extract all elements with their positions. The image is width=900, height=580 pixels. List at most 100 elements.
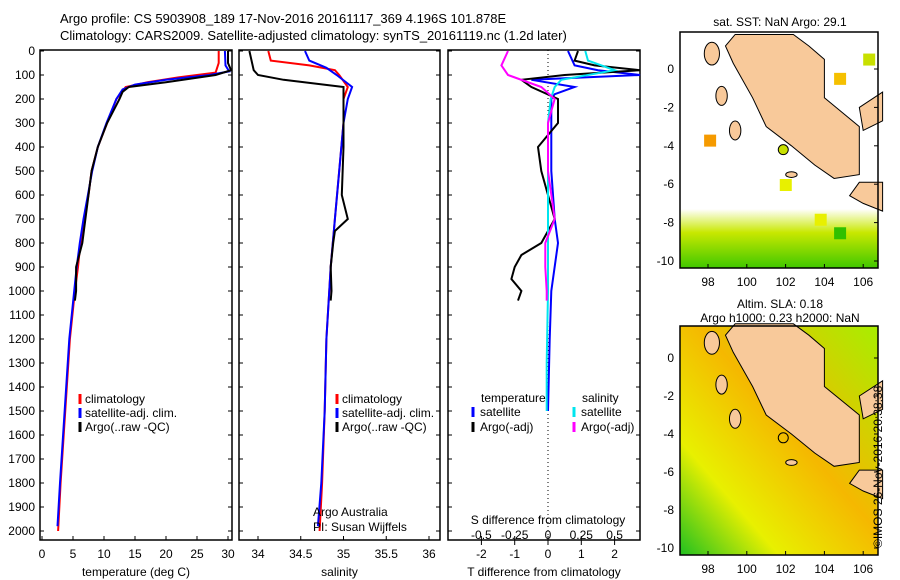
y-tick-label: 900: [15, 260, 35, 274]
annotation: Argo Australia: [313, 505, 388, 519]
x-tick-label: -1: [509, 547, 520, 561]
x-tick-label: 35: [337, 547, 351, 561]
map-y-tick-label: -4: [663, 139, 674, 153]
map-x-tick-label: 106: [853, 562, 873, 576]
map-x-tick-label: 98: [701, 562, 715, 576]
x-tick-label: 10: [97, 547, 111, 561]
map-title: Argo h1000: 0.23 h2000: NaN: [700, 311, 859, 325]
x2-tick-label: -0.25: [501, 528, 529, 542]
x-tick-label: 0: [545, 547, 552, 561]
argo-float-marker: [777, 432, 789, 444]
map-frame-sst: [679, 31, 879, 269]
map-y-tick-label: -2: [663, 389, 674, 403]
annotation: PI: Susan Wijffels: [313, 520, 407, 534]
map-y-tick-label: -4: [663, 427, 674, 441]
x-tick-label: 36: [422, 547, 436, 561]
y-tick-label: 0: [28, 44, 35, 58]
y-tick-label: 1600: [8, 428, 35, 442]
map-x-tick-label: 106: [853, 275, 873, 289]
sst-pixel: [704, 134, 717, 147]
island: [728, 408, 742, 429]
x2-tick-label: 0.25: [570, 528, 594, 542]
map-x-tick-label: 100: [737, 275, 757, 289]
diff-line-s-satellite: [545, 50, 619, 411]
map-y-tick-label: 0: [667, 351, 674, 365]
panel-frame-salinity: [238, 49, 441, 541]
map-y-tick-label: -6: [663, 465, 674, 479]
y-tick-label: 1200: [8, 332, 35, 346]
x-axis-label: salinity: [321, 565, 358, 579]
legend-title: salinity: [582, 391, 619, 405]
land-sumatra: [724, 33, 860, 179]
island: [785, 171, 798, 178]
y-tick-label: 600: [15, 188, 35, 202]
y-tick-label: 100: [15, 68, 35, 82]
map-y-tick-label: -8: [663, 216, 674, 230]
map-x-tick-label: 102: [776, 275, 796, 289]
y-tick-label: 1900: [8, 500, 35, 514]
x-axis-label: T difference from climatology: [467, 565, 621, 579]
sst-pixel: [863, 53, 876, 66]
island: [703, 330, 720, 355]
map-title: Altim. SLA: 0.18: [737, 297, 823, 311]
x-tick-label: 30: [221, 547, 235, 561]
argo-float-marker: [777, 144, 789, 156]
map-y-tick-label: 0: [667, 62, 674, 76]
island: [715, 85, 728, 106]
island: [703, 41, 720, 66]
island: [715, 374, 728, 395]
x-tick-label: 34.5: [289, 547, 313, 561]
y-tick-label: 200: [15, 92, 35, 106]
x2-tick-label: 0: [545, 528, 552, 542]
y-tick-label: 1300: [8, 356, 35, 370]
x2-axis-label: S difference from climatology: [471, 513, 626, 527]
y-tick-label: 800: [15, 236, 35, 250]
y-tick-label: 1100: [9, 308, 35, 322]
sst-pixel: [834, 72, 847, 85]
map-x-tick-label: 100: [737, 562, 757, 576]
map-x-tick-label: 104: [814, 562, 834, 576]
x-tick-label: 35.5: [375, 547, 399, 561]
sst-pixel: [814, 213, 827, 226]
map-x-tick-label: 98: [701, 275, 715, 289]
x-axis-label: temperature (deg C): [82, 565, 190, 579]
diff-line-t-argo-adj-: [510, 50, 641, 301]
x-tick-label: 15: [128, 547, 142, 561]
legend-label: satellite: [480, 405, 521, 419]
map-y-tick-label: -10: [657, 541, 675, 555]
map-frame-sla: [679, 325, 879, 556]
map-y-tick-label: -10: [657, 254, 675, 268]
legend-label: satellite-adj. clim.: [85, 406, 177, 420]
x2-tick-label: 0.5: [606, 528, 623, 542]
x-tick-label: 2: [611, 547, 618, 561]
y-tick-label: 1500: [8, 404, 35, 418]
island: [785, 459, 798, 466]
map-x-tick-label: 104: [814, 275, 834, 289]
series-line-climatology: [267, 50, 349, 532]
credit: ©IMOS 26-Nov-2016 20:38:38: [871, 385, 885, 548]
map-x-tick-label: 102: [776, 562, 796, 576]
sst-pixel: [834, 227, 847, 240]
x-tick-label: 0: [39, 547, 46, 561]
island: [728, 120, 742, 141]
legend-label: Argo(-adj): [581, 420, 634, 434]
y-tick-label: 1400: [8, 380, 35, 394]
y-tick-label: 300: [15, 116, 35, 130]
legend-label: satellite: [581, 405, 622, 419]
land-bangka: [858, 379, 884, 420]
y-tick-label: 1800: [8, 476, 35, 490]
title-line2: Climatology: CARS2009. Satellite-adjuste…: [60, 28, 567, 43]
sst-pixel: [779, 179, 792, 192]
y-tick-label: 400: [15, 140, 35, 154]
y-tick-label: 1700: [8, 452, 35, 466]
y-tick-label: 2000: [8, 524, 35, 538]
legend-label: Argo(-adj): [480, 420, 533, 434]
land-bangka: [858, 91, 884, 132]
y-tick-label: 1000: [8, 284, 35, 298]
x2-tick-label: -0.5: [471, 528, 492, 542]
series-line-climatology: [57, 51, 220, 532]
x-tick-label: 34: [251, 547, 265, 561]
legend-label: climatology: [85, 392, 145, 406]
